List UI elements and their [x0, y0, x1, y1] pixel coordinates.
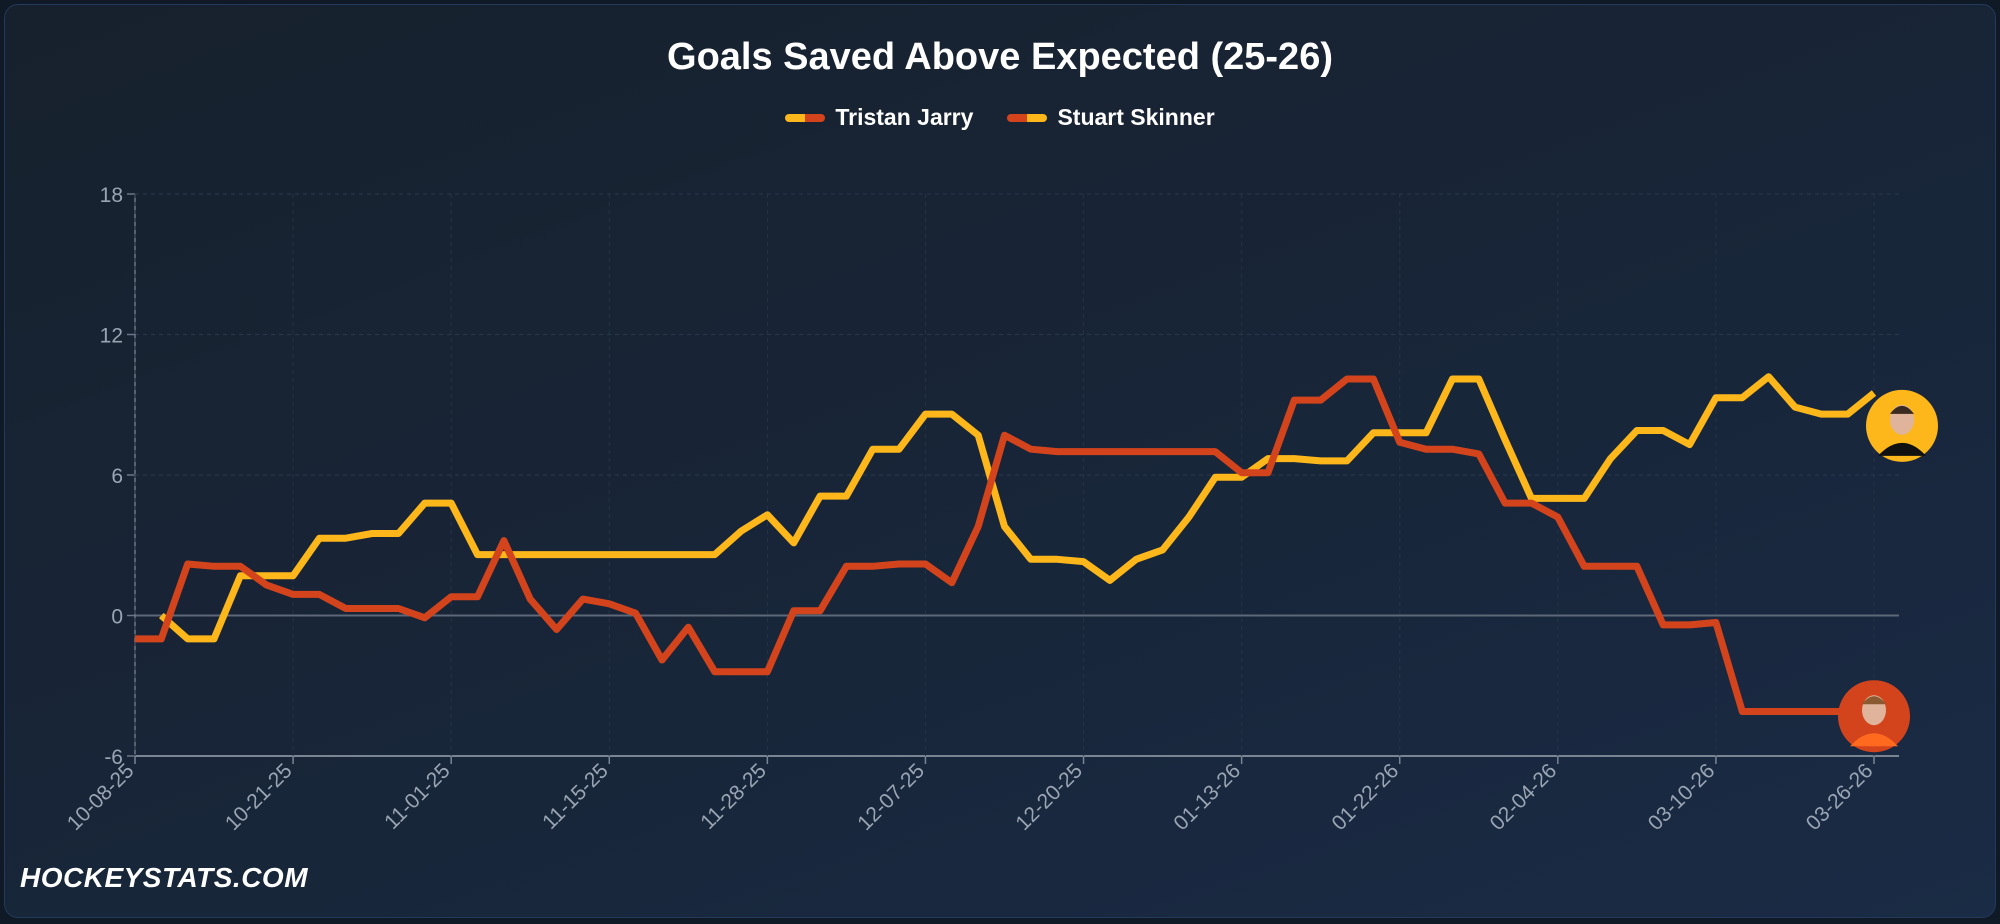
legend-label-skinner: Stuart Skinner [1057, 104, 1215, 130]
y-tick-label: 18 [100, 184, 123, 207]
legend-item-jarry[interactable]: Tristan Jarry [785, 104, 973, 131]
player-avatar-jarry [1866, 389, 1938, 462]
x-tick-label: 03-10-26 [1644, 759, 1720, 835]
x-tick-label: 10-21-25 [221, 759, 297, 835]
y-tick-label: 0 [111, 606, 123, 629]
x-tick-label: 12-20-25 [1011, 759, 1087, 835]
y-tick-label: -6 [104, 746, 123, 769]
series-line-jarry [158, 373, 1877, 643]
legend-item-skinner[interactable]: Stuart Skinner [1007, 104, 1215, 131]
x-tick-label: 12-07-25 [853, 759, 929, 835]
x-tick-label: 01-22-26 [1328, 759, 1404, 835]
y-tick-label: 12 [100, 325, 123, 348]
x-tick-label: 10-08-25 [63, 759, 139, 835]
legend-label-jarry: Tristan Jarry [835, 104, 974, 130]
x-tick-label: 11-01-25 [380, 759, 455, 834]
legend-swatch-jarry [785, 113, 826, 122]
x-tick-label: 02-04-26 [1486, 759, 1562, 835]
x-tick-label: 11-28-25 [696, 759, 771, 834]
y-tick-label: 6 [111, 465, 123, 488]
chart-title: Goals Saved Above Expected (25-26) [667, 36, 1333, 78]
player-avatar-skinner [1838, 680, 1910, 753]
legend-swatch-skinner [1007, 113, 1048, 122]
x-tick-label: 11-15-25 [538, 759, 613, 834]
watermark-logo: HOCKEYSTATS.COM [20, 862, 309, 893]
legend: Tristan Jarry Stuart Skinner [0, 104, 2000, 131]
series-line-skinner [135, 375, 1848, 715]
x-tick-label: 01-13-26 [1169, 759, 1245, 835]
x-tick-label: 03-26-26 [1802, 759, 1878, 835]
